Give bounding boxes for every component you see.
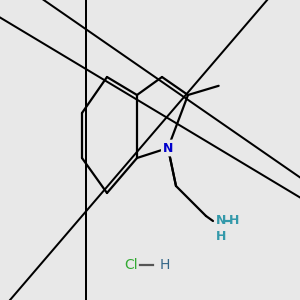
Text: H: H	[160, 258, 170, 272]
Text: H: H	[229, 214, 239, 227]
Text: N: N	[216, 214, 226, 227]
Text: N: N	[163, 142, 173, 154]
Text: H: H	[216, 230, 226, 244]
Text: Cl: Cl	[124, 258, 138, 272]
